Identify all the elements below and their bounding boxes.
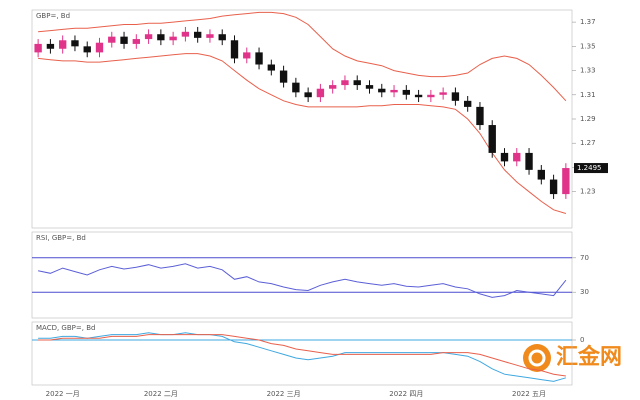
candle-body bbox=[365, 85, 374, 89]
candle-body bbox=[255, 52, 263, 65]
candle-body bbox=[157, 34, 165, 41]
candle-body bbox=[194, 31, 202, 38]
y-tick-label: 1.27 bbox=[580, 139, 596, 147]
candle-body bbox=[59, 40, 67, 49]
candle-body bbox=[316, 88, 325, 98]
panel-title: GBP=, Bd bbox=[36, 12, 70, 20]
series-line bbox=[38, 53, 567, 214]
candle-body bbox=[390, 89, 398, 93]
series-line bbox=[37, 263, 567, 298]
watermark-icon bbox=[523, 344, 551, 372]
candle-body bbox=[329, 85, 337, 89]
candle-body bbox=[181, 31, 190, 37]
candle-body bbox=[549, 179, 558, 195]
candle-body bbox=[267, 64, 275, 71]
series-line bbox=[38, 332, 567, 382]
candle-body bbox=[427, 94, 435, 98]
candle-body bbox=[476, 106, 484, 126]
candle-body bbox=[230, 40, 239, 59]
series-line bbox=[38, 334, 566, 377]
candle-body bbox=[562, 168, 570, 195]
panel-title: MACD, GBP=, Bd bbox=[36, 324, 95, 332]
y-tick-label: 1.29 bbox=[580, 115, 596, 123]
candle-body bbox=[451, 92, 460, 101]
y-tick-label: 30 bbox=[580, 288, 589, 296]
panel-frame bbox=[31, 321, 573, 386]
candle-body bbox=[537, 169, 545, 180]
candle-body bbox=[218, 34, 226, 41]
candle-body bbox=[439, 92, 447, 95]
panel-frame bbox=[31, 231, 573, 319]
candle-body bbox=[402, 89, 410, 95]
watermark-icon-ring bbox=[528, 349, 546, 367]
candle-body bbox=[500, 152, 509, 162]
y-tick-label: 1.23 bbox=[580, 188, 596, 196]
y-tick-label: 70 bbox=[580, 254, 589, 262]
candle-body bbox=[132, 39, 140, 44]
candle-body bbox=[34, 43, 42, 53]
x-tick-label: 2022 四月 bbox=[389, 390, 423, 398]
candle-body bbox=[525, 152, 533, 170]
watermark-text: 汇金网 bbox=[556, 344, 622, 370]
candle-body bbox=[46, 43, 55, 49]
x-tick-label: 2022 三月 bbox=[267, 390, 301, 398]
candle-body bbox=[71, 40, 79, 47]
last-price-label: 1.2495 bbox=[577, 164, 602, 172]
x-tick-label: 2022 一月 bbox=[46, 390, 80, 398]
candle-body bbox=[108, 36, 116, 43]
candle-body bbox=[353, 80, 361, 86]
candle-body bbox=[513, 152, 521, 162]
candle-body bbox=[304, 92, 312, 98]
last-price-box bbox=[574, 163, 608, 174]
y-tick-label: 1.35 bbox=[580, 42, 596, 50]
candle-body bbox=[341, 80, 349, 86]
series-line bbox=[38, 11, 567, 102]
candle-body bbox=[169, 36, 177, 41]
y-tick-label: 0 bbox=[580, 336, 584, 344]
candle-body bbox=[95, 42, 104, 53]
x-tick-label: 2022 二月 bbox=[144, 390, 178, 398]
panel-title: RSI, GBP=, Bd bbox=[36, 234, 86, 242]
candle-body bbox=[206, 34, 214, 38]
candle-body bbox=[292, 82, 300, 93]
y-tick-label: 1.33 bbox=[580, 67, 596, 75]
candle-body bbox=[414, 94, 423, 98]
y-tick-label: 1.37 bbox=[580, 18, 596, 26]
candle-body bbox=[120, 36, 128, 44]
candle-body bbox=[464, 100, 472, 107]
candle-body bbox=[243, 52, 251, 59]
y-tick-label: 1.31 bbox=[580, 91, 596, 99]
candle-body bbox=[83, 46, 91, 53]
candle-body bbox=[279, 70, 288, 83]
candle-body bbox=[488, 125, 496, 153]
candle-body bbox=[378, 88, 386, 93]
x-tick-label: 2022 五月 bbox=[512, 390, 546, 398]
watermark: 汇金网 bbox=[523, 344, 622, 372]
candle-body bbox=[144, 34, 153, 40]
